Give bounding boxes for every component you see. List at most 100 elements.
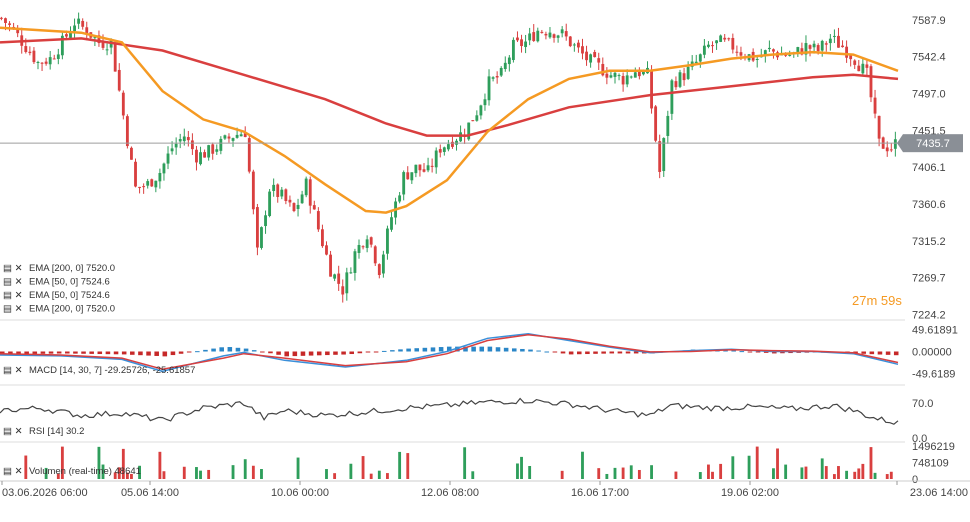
volume-bar — [853, 471, 857, 479]
legend-indicator-icon[interactable]: ▤ ✕ — [3, 277, 23, 288]
rsi-legend-label: RSI [14] 30.2 — [29, 426, 84, 437]
candle-body — [418, 164, 422, 171]
macd-histogram-bar — [471, 346, 476, 352]
rsi-legend-icon[interactable]: ▤ ✕ — [3, 426, 23, 437]
volume-bar — [621, 467, 625, 479]
candle-body — [593, 51, 597, 58]
candle-body — [406, 172, 410, 180]
candle-body — [556, 35, 560, 38]
candle-body — [316, 211, 320, 230]
candle-body — [329, 254, 332, 277]
price-tick-label: 7360.6 — [912, 199, 946, 211]
candle-body — [381, 254, 385, 274]
candle-body — [767, 47, 771, 50]
volume-bar — [243, 459, 247, 479]
legend-indicator-icon[interactable]: ▤ ✕ — [3, 290, 23, 301]
volume-tick-label: 1496219 — [912, 441, 955, 453]
candle-body — [162, 163, 166, 174]
price-tick-label: 7497.0 — [912, 88, 946, 100]
legend-indicator-label: EMA [200, 0] 7520.0 — [29, 263, 115, 274]
candle-body — [292, 203, 296, 212]
volume-bar — [251, 465, 255, 479]
macd-histogram-bar — [544, 351, 550, 353]
candle-body — [377, 264, 381, 276]
candle-body — [186, 137, 190, 141]
candle-body — [402, 172, 406, 195]
legend-indicator-icon[interactable]: ▤ ✕ — [3, 304, 23, 315]
macd-histogram-bar — [446, 346, 452, 352]
candle-body — [52, 58, 56, 60]
volume-legend-icon[interactable]: ▤ ✕ — [3, 466, 23, 477]
macd-histogram-bar — [601, 351, 606, 354]
macd-histogram-bar — [552, 351, 558, 353]
macd-histogram-bar — [617, 351, 623, 354]
current-price-tag: 7435.7 — [897, 134, 963, 153]
candle-body — [516, 37, 519, 41]
macd-histogram-bar — [89, 351, 94, 354]
candle-body — [105, 49, 109, 51]
candle-body — [581, 46, 584, 54]
volume-bar — [707, 464, 710, 479]
volume-bar — [121, 448, 125, 479]
candle-body — [495, 76, 499, 78]
candle-body — [211, 144, 215, 154]
candle-body — [755, 58, 759, 60]
candle-body — [386, 228, 389, 254]
candle-body — [77, 18, 81, 24]
candle-body — [4, 18, 7, 23]
candle-body — [430, 165, 434, 167]
candle-body — [841, 45, 844, 48]
candle-body — [174, 143, 178, 148]
candle-body — [325, 245, 328, 255]
macd-histogram-bar — [609, 351, 615, 354]
candle-body — [698, 54, 702, 62]
rsi-legend: ▤ ✕ RSI [14] 30.2 — [3, 426, 84, 437]
candle-body — [28, 51, 32, 54]
candle-body — [503, 62, 507, 70]
volume-bar — [861, 463, 865, 479]
volume-bar — [873, 472, 877, 479]
candle-body — [678, 72, 682, 87]
volume-bar — [581, 451, 584, 479]
macd-axis: 49.61891 0.00000 -49.6189 — [912, 325, 958, 381]
volume-bar — [731, 456, 735, 479]
macd-histogram-bar — [853, 351, 858, 354]
candle-body — [158, 172, 162, 182]
volume-bar — [231, 465, 235, 479]
macd-histogram-bar — [788, 351, 793, 354]
candle-body — [219, 138, 223, 151]
candle-body — [702, 45, 706, 55]
candle-body — [828, 38, 832, 44]
macd-histogram-bar — [406, 348, 411, 352]
macd-histogram-bar — [8, 351, 13, 355]
time-tick-label: 23.06 14:00 — [910, 487, 968, 499]
candle-body — [642, 71, 645, 75]
candle-body — [621, 75, 625, 85]
volume-bar — [520, 456, 523, 479]
macd-histogram-bar — [130, 351, 135, 355]
candle-body — [861, 63, 865, 74]
macd-histogram-bar — [341, 351, 346, 355]
volume-bar — [125, 472, 129, 479]
price-tick-label: 7542.4 — [912, 52, 946, 64]
candle-body — [8, 23, 11, 25]
candle-body — [146, 181, 150, 186]
macd-histogram-bar — [65, 351, 70, 354]
macd-histogram-bar — [503, 347, 509, 352]
candle-body — [304, 178, 308, 196]
macd-histogram-bar — [325, 351, 330, 356]
macd-legend-icon[interactable]: ▤ ✕ — [3, 365, 23, 376]
volume-bar — [138, 465, 141, 479]
volume-bar — [674, 471, 678, 479]
volume-bar — [845, 470, 849, 479]
candle-body — [97, 35, 101, 44]
volume-tick-label: 0 — [912, 474, 918, 486]
volume-bar — [199, 470, 202, 479]
candle-body — [707, 44, 710, 47]
legend-indicator-icon[interactable]: ▤ ✕ — [3, 263, 23, 274]
macd-histogram-bar — [268, 351, 273, 354]
volume-bar — [837, 466, 840, 479]
volume-bar — [637, 469, 641, 479]
candle-body — [410, 172, 414, 181]
macd-histogram-bar — [747, 351, 753, 353]
